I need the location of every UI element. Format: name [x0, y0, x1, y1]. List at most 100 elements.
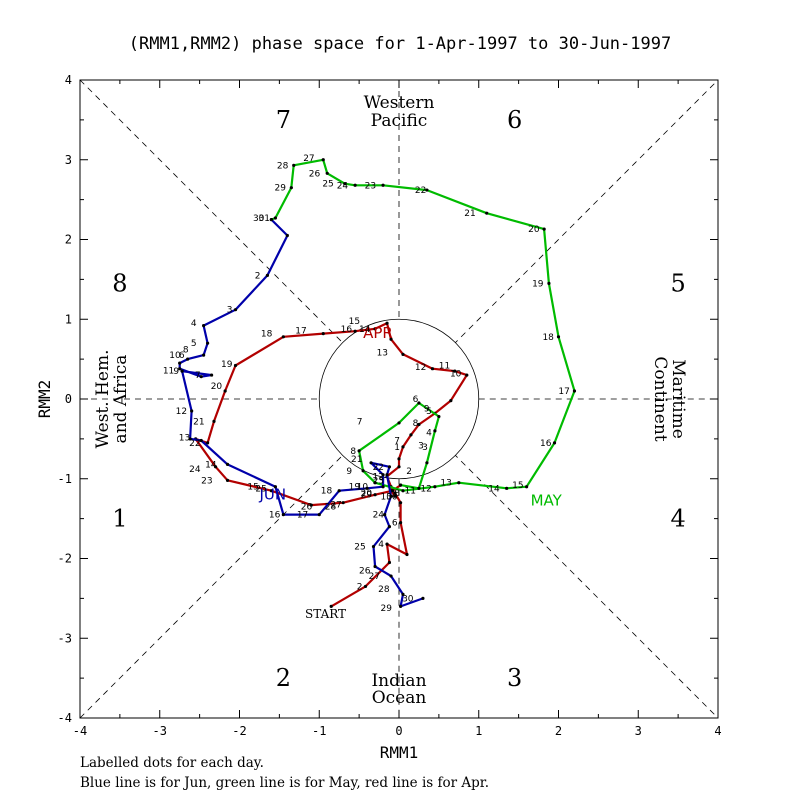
phase-number-5: 5: [670, 269, 685, 297]
day-label: 26: [359, 566, 371, 576]
series-point-may: [381, 183, 385, 187]
day-label: 22: [415, 186, 426, 196]
series-point-apr: [398, 501, 403, 505]
day-label: 7: [195, 371, 201, 381]
series-point-may: [556, 335, 561, 339]
chart-title: (RMM1,RMM2) phase space for 1-Apr-1997 t…: [129, 34, 671, 54]
day-label: 28: [277, 161, 289, 171]
x-tick-label: 0: [395, 724, 402, 738]
series-point-apr: [213, 465, 218, 469]
day-label: 17: [558, 387, 569, 397]
day-label: 23: [373, 476, 384, 486]
day-label: 28: [325, 503, 337, 513]
series-point-apr: [353, 329, 357, 333]
series-point-may: [457, 481, 461, 485]
series-point-may: [292, 163, 296, 167]
series-point-may: [433, 485, 437, 489]
day-label: 12: [420, 484, 431, 494]
series-point-may: [525, 485, 529, 489]
series-point-jun: [281, 513, 285, 517]
day-label: 22: [189, 439, 200, 449]
phase-number-4: 4: [670, 505, 685, 533]
day-label: 30: [253, 214, 265, 224]
day-label: 5: [191, 339, 197, 349]
day-label: 10: [450, 369, 462, 379]
y-tick-label: -1: [58, 472, 72, 486]
region-label-left-line2: and Africa: [111, 355, 131, 444]
day-label: 21: [351, 455, 362, 465]
series-point-jun: [225, 462, 230, 466]
day-label: 10: [169, 351, 181, 361]
series-point-jun: [199, 438, 203, 443]
series-point-jun: [389, 574, 393, 578]
phase-number-3: 3: [507, 664, 522, 692]
series-point-jun: [387, 465, 392, 469]
day-label: 15: [247, 483, 258, 493]
x-tick-label: -3: [153, 724, 167, 738]
y-tick-label: 2: [65, 233, 72, 247]
day-label: 13: [440, 479, 451, 489]
series-point-may: [401, 489, 405, 493]
footnote-line-2: Blue line is for Jun, green line is for …: [80, 775, 490, 791]
series-line-apr: [194, 322, 468, 608]
series-point-apr: [397, 465, 401, 469]
month-label-may: MAY: [531, 491, 563, 509]
series-point-jun: [202, 324, 206, 328]
day-label: 16: [540, 439, 552, 449]
x-tick-label: 3: [635, 724, 642, 738]
day-label: 16: [269, 511, 281, 521]
day-label: 10: [357, 483, 369, 493]
footnote-line-1: Labelled dots for each day.: [80, 755, 264, 771]
series-point-jun: [186, 357, 190, 361]
series-point-apr: [373, 493, 377, 497]
day-label: 5: [426, 407, 432, 417]
day-label: 1: [394, 443, 400, 453]
series-point-apr: [387, 560, 392, 565]
day-label: 29: [274, 184, 286, 194]
y-tick-label: 1: [65, 312, 72, 326]
day-label: 13: [179, 433, 190, 443]
x-tick-label: -4: [73, 724, 87, 738]
day-label: 4: [426, 428, 432, 438]
day-label: 27: [369, 572, 380, 582]
series-point-may: [417, 486, 421, 490]
series-point-apr: [281, 335, 285, 339]
day-label: 15: [349, 317, 360, 327]
series-point-jun: [421, 596, 425, 600]
day-label: 23: [365, 181, 376, 191]
region-label-top-line2: Pacific: [371, 111, 428, 131]
series-point-may: [425, 461, 429, 465]
series-point-apr: [389, 337, 393, 341]
series-point-jun: [383, 513, 387, 517]
series-point-apr: [401, 445, 405, 449]
series-point-jun: [371, 544, 376, 549]
day-label: 19: [349, 483, 361, 493]
series-point-apr: [417, 422, 421, 427]
day-label: 23: [201, 476, 212, 486]
series-point-jun: [381, 485, 385, 489]
series-point-apr: [401, 352, 405, 356]
day-label: 19: [221, 360, 233, 370]
series-point-jun: [398, 604, 403, 608]
series-point-may: [433, 429, 437, 433]
series-point-may: [485, 211, 489, 215]
day-label: 18: [261, 330, 273, 340]
day-label: 16: [341, 325, 353, 335]
region-label-top-line1: Western: [364, 93, 435, 113]
series-point-apr: [385, 542, 389, 546]
series-point-jun: [178, 361, 182, 365]
series-point-jun: [317, 513, 321, 517]
day-label: 9: [173, 367, 179, 377]
x-axis-label: RMM1: [380, 743, 419, 762]
series-point-apr: [453, 369, 457, 373]
series-point-may: [325, 171, 329, 175]
day-label: 14: [205, 460, 217, 470]
series-point-may: [417, 401, 421, 405]
day-label: 8: [394, 489, 400, 499]
series-line-jun: [178, 218, 424, 608]
day-label: 24: [189, 465, 201, 475]
series-point-may: [273, 216, 277, 220]
day-label: 4: [191, 319, 197, 329]
phase-guides: [79, 79, 719, 719]
